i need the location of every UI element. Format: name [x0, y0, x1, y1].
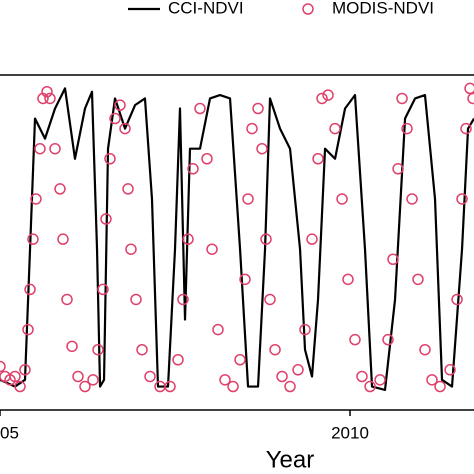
- scatter-point: [299, 323, 311, 336]
- scatter-point: [114, 99, 126, 111]
- scatter-point: [342, 273, 354, 286]
- scatter-point: [109, 112, 121, 125]
- scatter-point: [426, 374, 438, 386]
- scatter-point: [22, 323, 34, 336]
- scatter-point: [182, 233, 194, 245]
- scatter-point: [460, 122, 472, 135]
- scatter-point: [269, 343, 281, 356]
- scatter-point: [119, 122, 131, 135]
- scatter-point: [201, 153, 213, 165]
- scatter-point: [464, 82, 474, 95]
- scatter-point: [444, 364, 456, 376]
- scatter-point: [172, 354, 184, 366]
- scatter-point: [54, 183, 66, 195]
- scatter-point: [387, 253, 399, 265]
- scatter-point: [227, 380, 239, 393]
- legend-label: MODIS-NDVI: [332, 0, 434, 17]
- scatter-point: [14, 380, 26, 393]
- scatter-point: [187, 163, 199, 175]
- scatter-point: [144, 370, 156, 383]
- scatter-point: [212, 323, 224, 336]
- scatter-point: [136, 343, 148, 356]
- scatter-point: [256, 142, 268, 155]
- scatter-point: [97, 283, 109, 296]
- scatter-point: [349, 333, 361, 346]
- scatter-point: [57, 233, 69, 245]
- scatter-point: [456, 193, 468, 205]
- scatter-point: [396, 92, 408, 105]
- scatter-point: [49, 142, 61, 155]
- scatter-point: [242, 193, 254, 205]
- scatter-point: [322, 89, 334, 101]
- scatter-point: [24, 283, 36, 296]
- scatter-point: [260, 233, 272, 245]
- scatter-point: [292, 364, 304, 376]
- scatter-point: [0, 360, 6, 373]
- scatter-point: [92, 343, 104, 356]
- scatter-point: [264, 293, 276, 306]
- scatter-point: [30, 193, 42, 205]
- scatter-point: [246, 122, 258, 135]
- legend-label: CCI-NDVI: [168, 0, 244, 17]
- scatter-point: [194, 102, 206, 115]
- scatter-point: [219, 374, 231, 386]
- scatter-point: [316, 92, 328, 105]
- scatter-point: [9, 370, 21, 383]
- scatter-point: [406, 193, 418, 205]
- scatter-point: [364, 380, 376, 393]
- scatter-point: [356, 370, 368, 383]
- scatter-point: [122, 183, 134, 195]
- x-tick-label: 2005: [0, 423, 19, 442]
- scatter-point: [401, 122, 413, 135]
- scatter-point: [164, 380, 176, 393]
- scatter-point: [234, 354, 246, 366]
- scatter-point: [374, 374, 386, 386]
- scatter-point: [434, 380, 446, 393]
- scatter-point: [239, 273, 251, 286]
- line-series: [0, 87, 474, 391]
- scatter-point: [329, 122, 341, 135]
- scatter-point: [66, 340, 78, 353]
- x-tick-label: 2010: [331, 423, 369, 442]
- scatter-point: [392, 163, 404, 175]
- scatter-point: [467, 92, 474, 105]
- scatter-point: [306, 233, 318, 245]
- x-axis-label: Year: [266, 446, 315, 473]
- scatter-point: [44, 92, 56, 105]
- legend-marker: [302, 3, 314, 15]
- scatter-point: [34, 142, 46, 155]
- scatter-point: [19, 364, 31, 376]
- scatter-point: [100, 213, 112, 225]
- scatter-point: [412, 273, 424, 286]
- scatter-point: [276, 370, 288, 383]
- scatter-point: [284, 380, 296, 393]
- scatter-point: [312, 153, 324, 165]
- scatter-point: [72, 370, 84, 383]
- scatter-point: [27, 233, 39, 245]
- scatter-point: [130, 293, 142, 306]
- scatter-point: [87, 374, 99, 386]
- scatter-point: [451, 293, 463, 306]
- scatter-point: [336, 193, 348, 205]
- scatter-point: [79, 380, 91, 393]
- scatter-point: [104, 153, 116, 165]
- scatter-point: [61, 293, 73, 306]
- scatter-point: [382, 333, 394, 346]
- scatter-point: [206, 243, 218, 255]
- scatter-point: [177, 293, 189, 306]
- scatter-point: [252, 102, 264, 115]
- scatter-point: [419, 343, 431, 356]
- plot-area: [0, 82, 474, 393]
- scatter-point: [41, 86, 53, 98]
- scatter-point: [125, 243, 137, 255]
